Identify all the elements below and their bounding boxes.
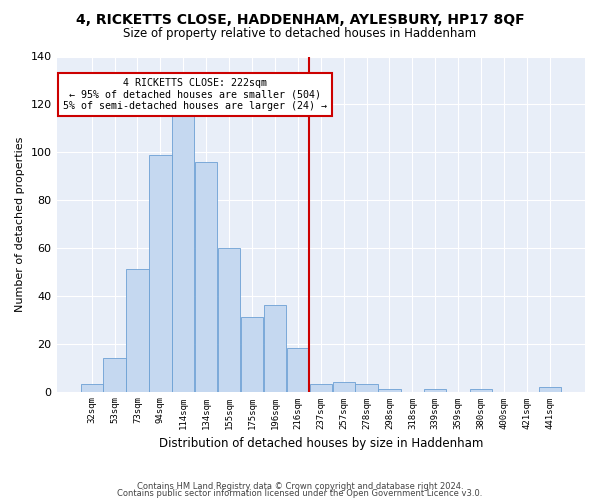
Text: Contains public sector information licensed under the Open Government Licence v3: Contains public sector information licen… [118, 489, 482, 498]
Bar [80, 384, 103, 392]
Bar [172, 112, 194, 392]
Bar [424, 389, 446, 392]
Text: 4 RICKETTS CLOSE: 222sqm
← 95% of detached houses are smaller (504)
5% of semi-d: 4 RICKETTS CLOSE: 222sqm ← 95% of detach… [63, 78, 327, 111]
Bar [127, 270, 149, 392]
Bar [539, 387, 561, 392]
Bar [241, 318, 263, 392]
X-axis label: Distribution of detached houses by size in Haddenham: Distribution of detached houses by size … [158, 437, 483, 450]
Text: 4, RICKETTS CLOSE, HADDENHAM, AYLESBURY, HP17 8QF: 4, RICKETTS CLOSE, HADDENHAM, AYLESBURY,… [76, 12, 524, 26]
Bar [310, 384, 332, 392]
Bar [103, 358, 125, 392]
Text: Contains HM Land Registry data © Crown copyright and database right 2024.: Contains HM Land Registry data © Crown c… [137, 482, 463, 491]
Bar [379, 389, 401, 392]
Bar [470, 389, 492, 392]
Bar [332, 382, 355, 392]
Bar [218, 248, 240, 392]
Y-axis label: Number of detached properties: Number of detached properties [15, 136, 25, 312]
Bar [287, 348, 309, 392]
Bar [355, 384, 378, 392]
Bar [195, 162, 217, 392]
Text: Size of property relative to detached houses in Haddenham: Size of property relative to detached ho… [124, 28, 476, 40]
Bar [149, 154, 172, 392]
Bar [264, 306, 286, 392]
